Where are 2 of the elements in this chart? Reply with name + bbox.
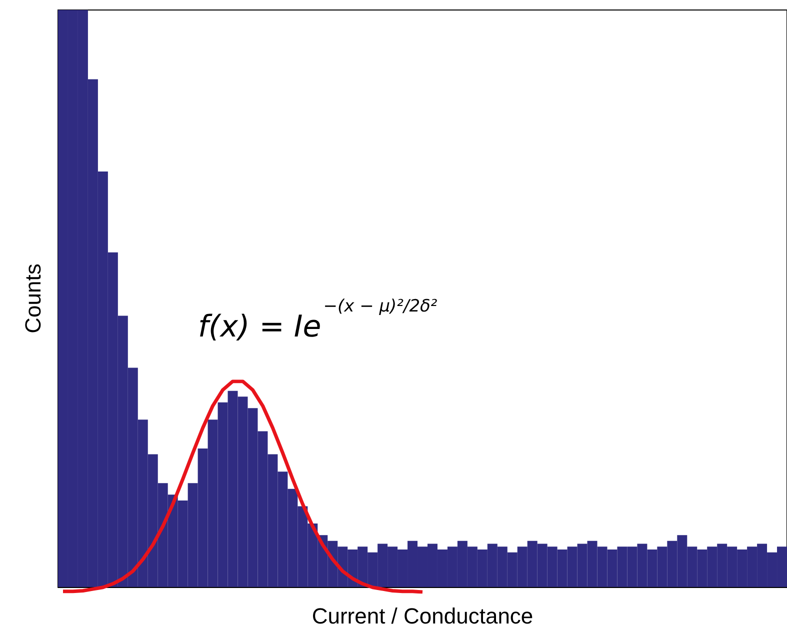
y-axis-title: Counts <box>20 264 46 334</box>
x-axis-title: Current / Conductance <box>312 604 534 628</box>
